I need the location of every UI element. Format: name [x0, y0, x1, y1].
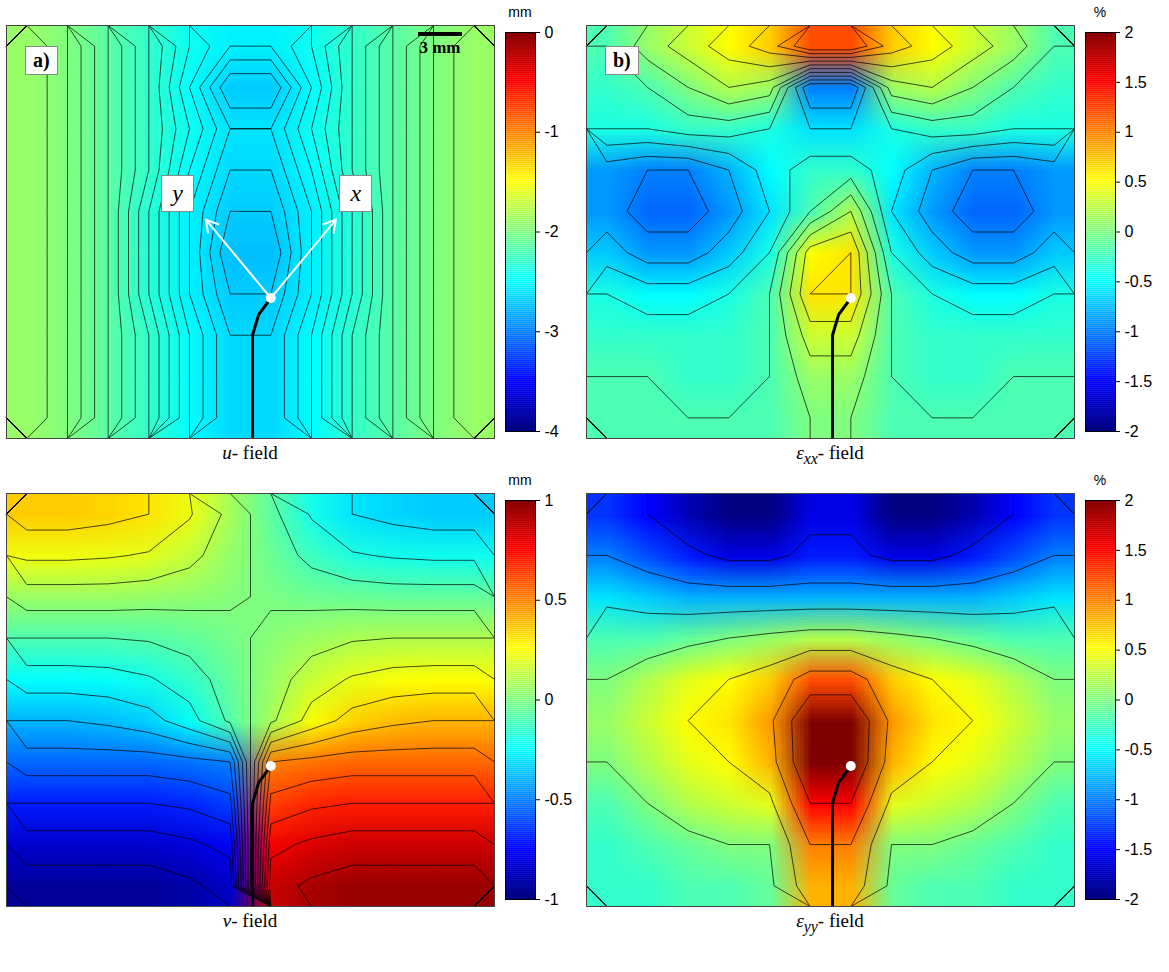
svg-text:-1: -1 [1125, 791, 1139, 808]
svg-text:0: 0 [1125, 223, 1134, 240]
svg-text:0.5: 0.5 [1125, 641, 1147, 658]
svg-text:1: 1 [1125, 591, 1134, 608]
svg-text:-2: -2 [1125, 423, 1139, 439]
html-text:mm: mm [508, 4, 532, 20]
html-text:mm: mm [508, 472, 532, 488]
html-text:a): a) [33, 49, 50, 71]
svg-text:0.5: 0.5 [545, 591, 567, 608]
svg-text:1: 1 [1125, 123, 1134, 140]
svg-text:-1: -1 [545, 891, 559, 907]
svg-text:1.5: 1.5 [1125, 541, 1147, 558]
html-text:x: x [350, 180, 361, 207]
svg-text:0: 0 [545, 24, 554, 41]
html-text:εxx- field: εxx- field [796, 442, 864, 467]
svg-text:-2: -2 [545, 223, 559, 240]
svg-text:0: 0 [545, 691, 554, 708]
svg-text:-1: -1 [545, 123, 559, 140]
html-text:b): b) [613, 49, 631, 71]
svg-text:2: 2 [1125, 24, 1134, 41]
svg-text:1: 1 [545, 492, 554, 509]
html-text:y: y [172, 180, 183, 207]
html-text:u - field: u - field [222, 442, 278, 463]
html-text:3 mm: 3 mm [419, 38, 461, 57]
svg-text:-0.5: -0.5 [1125, 273, 1153, 290]
svg-text:-0.5: -0.5 [1125, 741, 1153, 758]
svg-text:2: 2 [1125, 492, 1134, 509]
svg-text:-0.5: -0.5 [545, 791, 573, 808]
svg-text:-1.5: -1.5 [1125, 373, 1153, 390]
svg-text:1.5: 1.5 [1125, 73, 1147, 90]
svg-text:-4: -4 [545, 423, 559, 439]
svg-text:0: 0 [1125, 691, 1134, 708]
html-text:v - field: v - field [222, 910, 278, 931]
svg-text:-1.5: -1.5 [1125, 841, 1153, 858]
svg-text:-1: -1 [1125, 323, 1139, 340]
svg-text:0.5: 0.5 [1125, 173, 1147, 190]
html-text:εyy- field: εyy- field [796, 910, 864, 935]
svg-text:-2: -2 [1125, 891, 1139, 907]
svg-text:-3: -3 [545, 323, 559, 340]
